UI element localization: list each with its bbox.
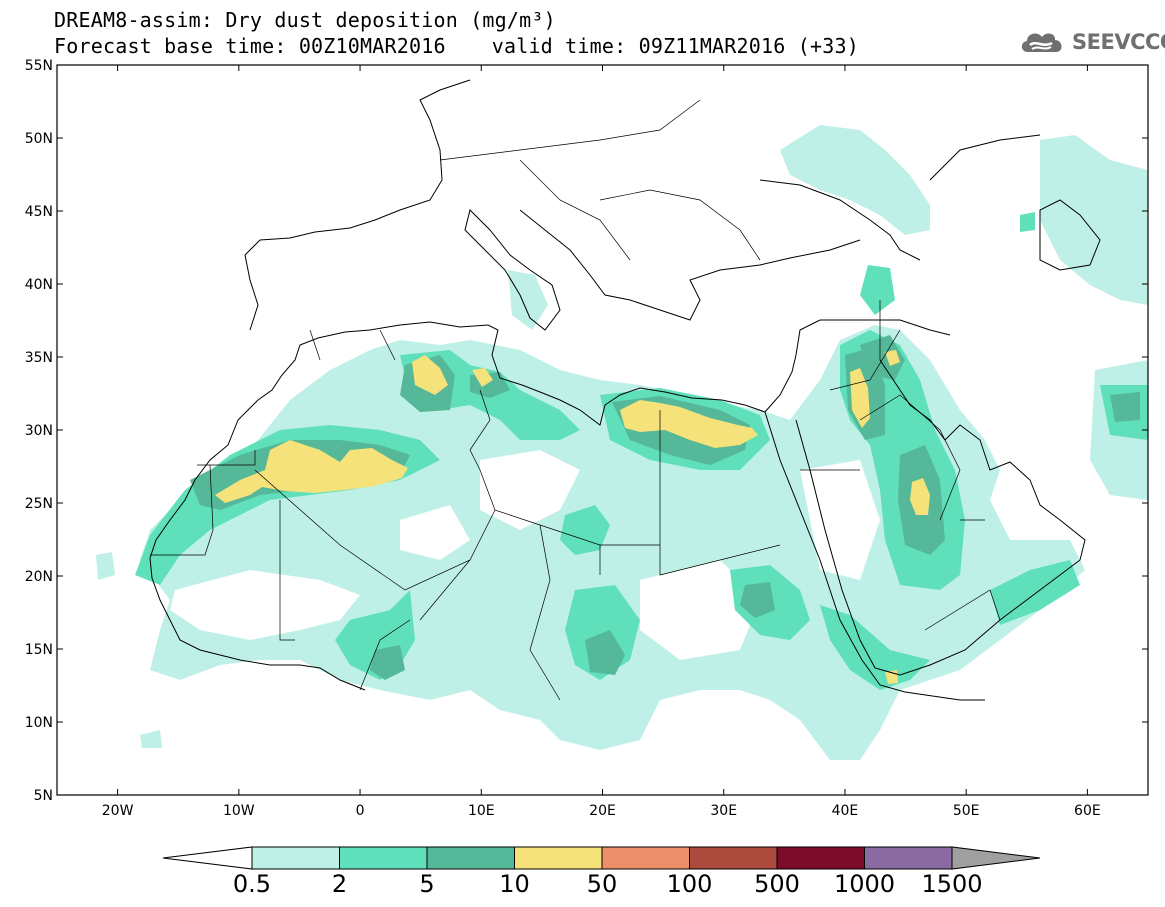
colorbar-over-triangle — [951, 846, 1041, 870]
lon-tick-label: 30E — [710, 803, 737, 819]
lat-tick-label: 50N — [25, 131, 53, 147]
lat-tick-label: 30N — [25, 423, 53, 439]
lat-tick-label: 5N — [34, 788, 53, 804]
lat-tick-label: 45N — [25, 204, 53, 220]
colorbar-label: 5 — [419, 870, 434, 898]
longitude-axis: 20W 10W 0 10E 20E 30E 40E 50E 60E — [102, 65, 1101, 819]
lat-tick-label: 35N — [25, 350, 53, 366]
lon-tick-label: 50E — [953, 803, 980, 819]
seevccc-logo: SEEVCCC — [1018, 26, 1165, 58]
clear-areas — [170, 450, 880, 660]
lat-tick-label: 20N — [25, 569, 53, 585]
colorbar: 0.5 2 5 10 50 100 500 1000 1500 — [162, 846, 1041, 898]
colorbar-segment — [776, 846, 865, 870]
cloud-icon — [1021, 33, 1062, 52]
latitude-axis: 5N 10N 15N 20N 25N 30N 35N 40N 45N 50N 55N — [25, 58, 1148, 804]
colorbar-segment — [689, 846, 778, 870]
colorbar-label: 0.5 — [233, 870, 271, 898]
lat-tick-label: 55N — [25, 58, 53, 74]
lon-tick-label: 10E — [468, 803, 495, 819]
lon-tick-label: 20W — [102, 803, 134, 819]
colorbar-label: 2 — [332, 870, 347, 898]
colorbar-label: 50 — [587, 870, 618, 898]
lat-tick-label: 15N — [25, 642, 53, 658]
colorbar-label: 500 — [754, 870, 800, 898]
dust-fields — [96, 125, 1148, 760]
logo-text: SEEVCCC — [1072, 30, 1165, 54]
colorbar-label: 1500 — [921, 870, 982, 898]
lon-tick-label: 10W — [223, 803, 255, 819]
lon-tick-label: 20E — [589, 803, 616, 819]
lat-tick-label: 10N — [25, 715, 53, 731]
colorbar-under-triangle — [162, 846, 253, 870]
colorbar-segment — [514, 846, 603, 870]
lon-tick-label: 60E — [1074, 803, 1101, 819]
map-title: DREAM8-assim: Dry dust deposition (mg/m³… — [54, 8, 556, 32]
map-subtitle: Forecast base time: 00Z10MAR2016 valid ti… — [54, 35, 859, 57]
colorbar-label: 10 — [499, 870, 530, 898]
colorbar-label: 100 — [667, 870, 713, 898]
colorbar-segment — [426, 846, 515, 870]
lat-tick-label: 25N — [25, 496, 53, 512]
lon-tick-label: 0 — [356, 803, 365, 819]
colorbar-segment — [251, 846, 340, 870]
base-time-label: Forecast base time: 00Z10MAR2016 — [54, 34, 446, 58]
country-borders — [150, 99, 1001, 701]
dust-level-4 — [215, 350, 930, 684]
colorbar-label: 1000 — [834, 870, 895, 898]
lon-tick-label: 40E — [832, 803, 859, 819]
colorbar-segment — [601, 846, 690, 870]
coastlines — [149, 79, 1101, 701]
valid-time-label: valid time: 09Z11MAR2016 (+33) — [491, 34, 859, 58]
colorbar-segment — [864, 846, 953, 870]
lat-tick-label: 40N — [25, 277, 53, 293]
colorbar-segment — [339, 846, 428, 870]
